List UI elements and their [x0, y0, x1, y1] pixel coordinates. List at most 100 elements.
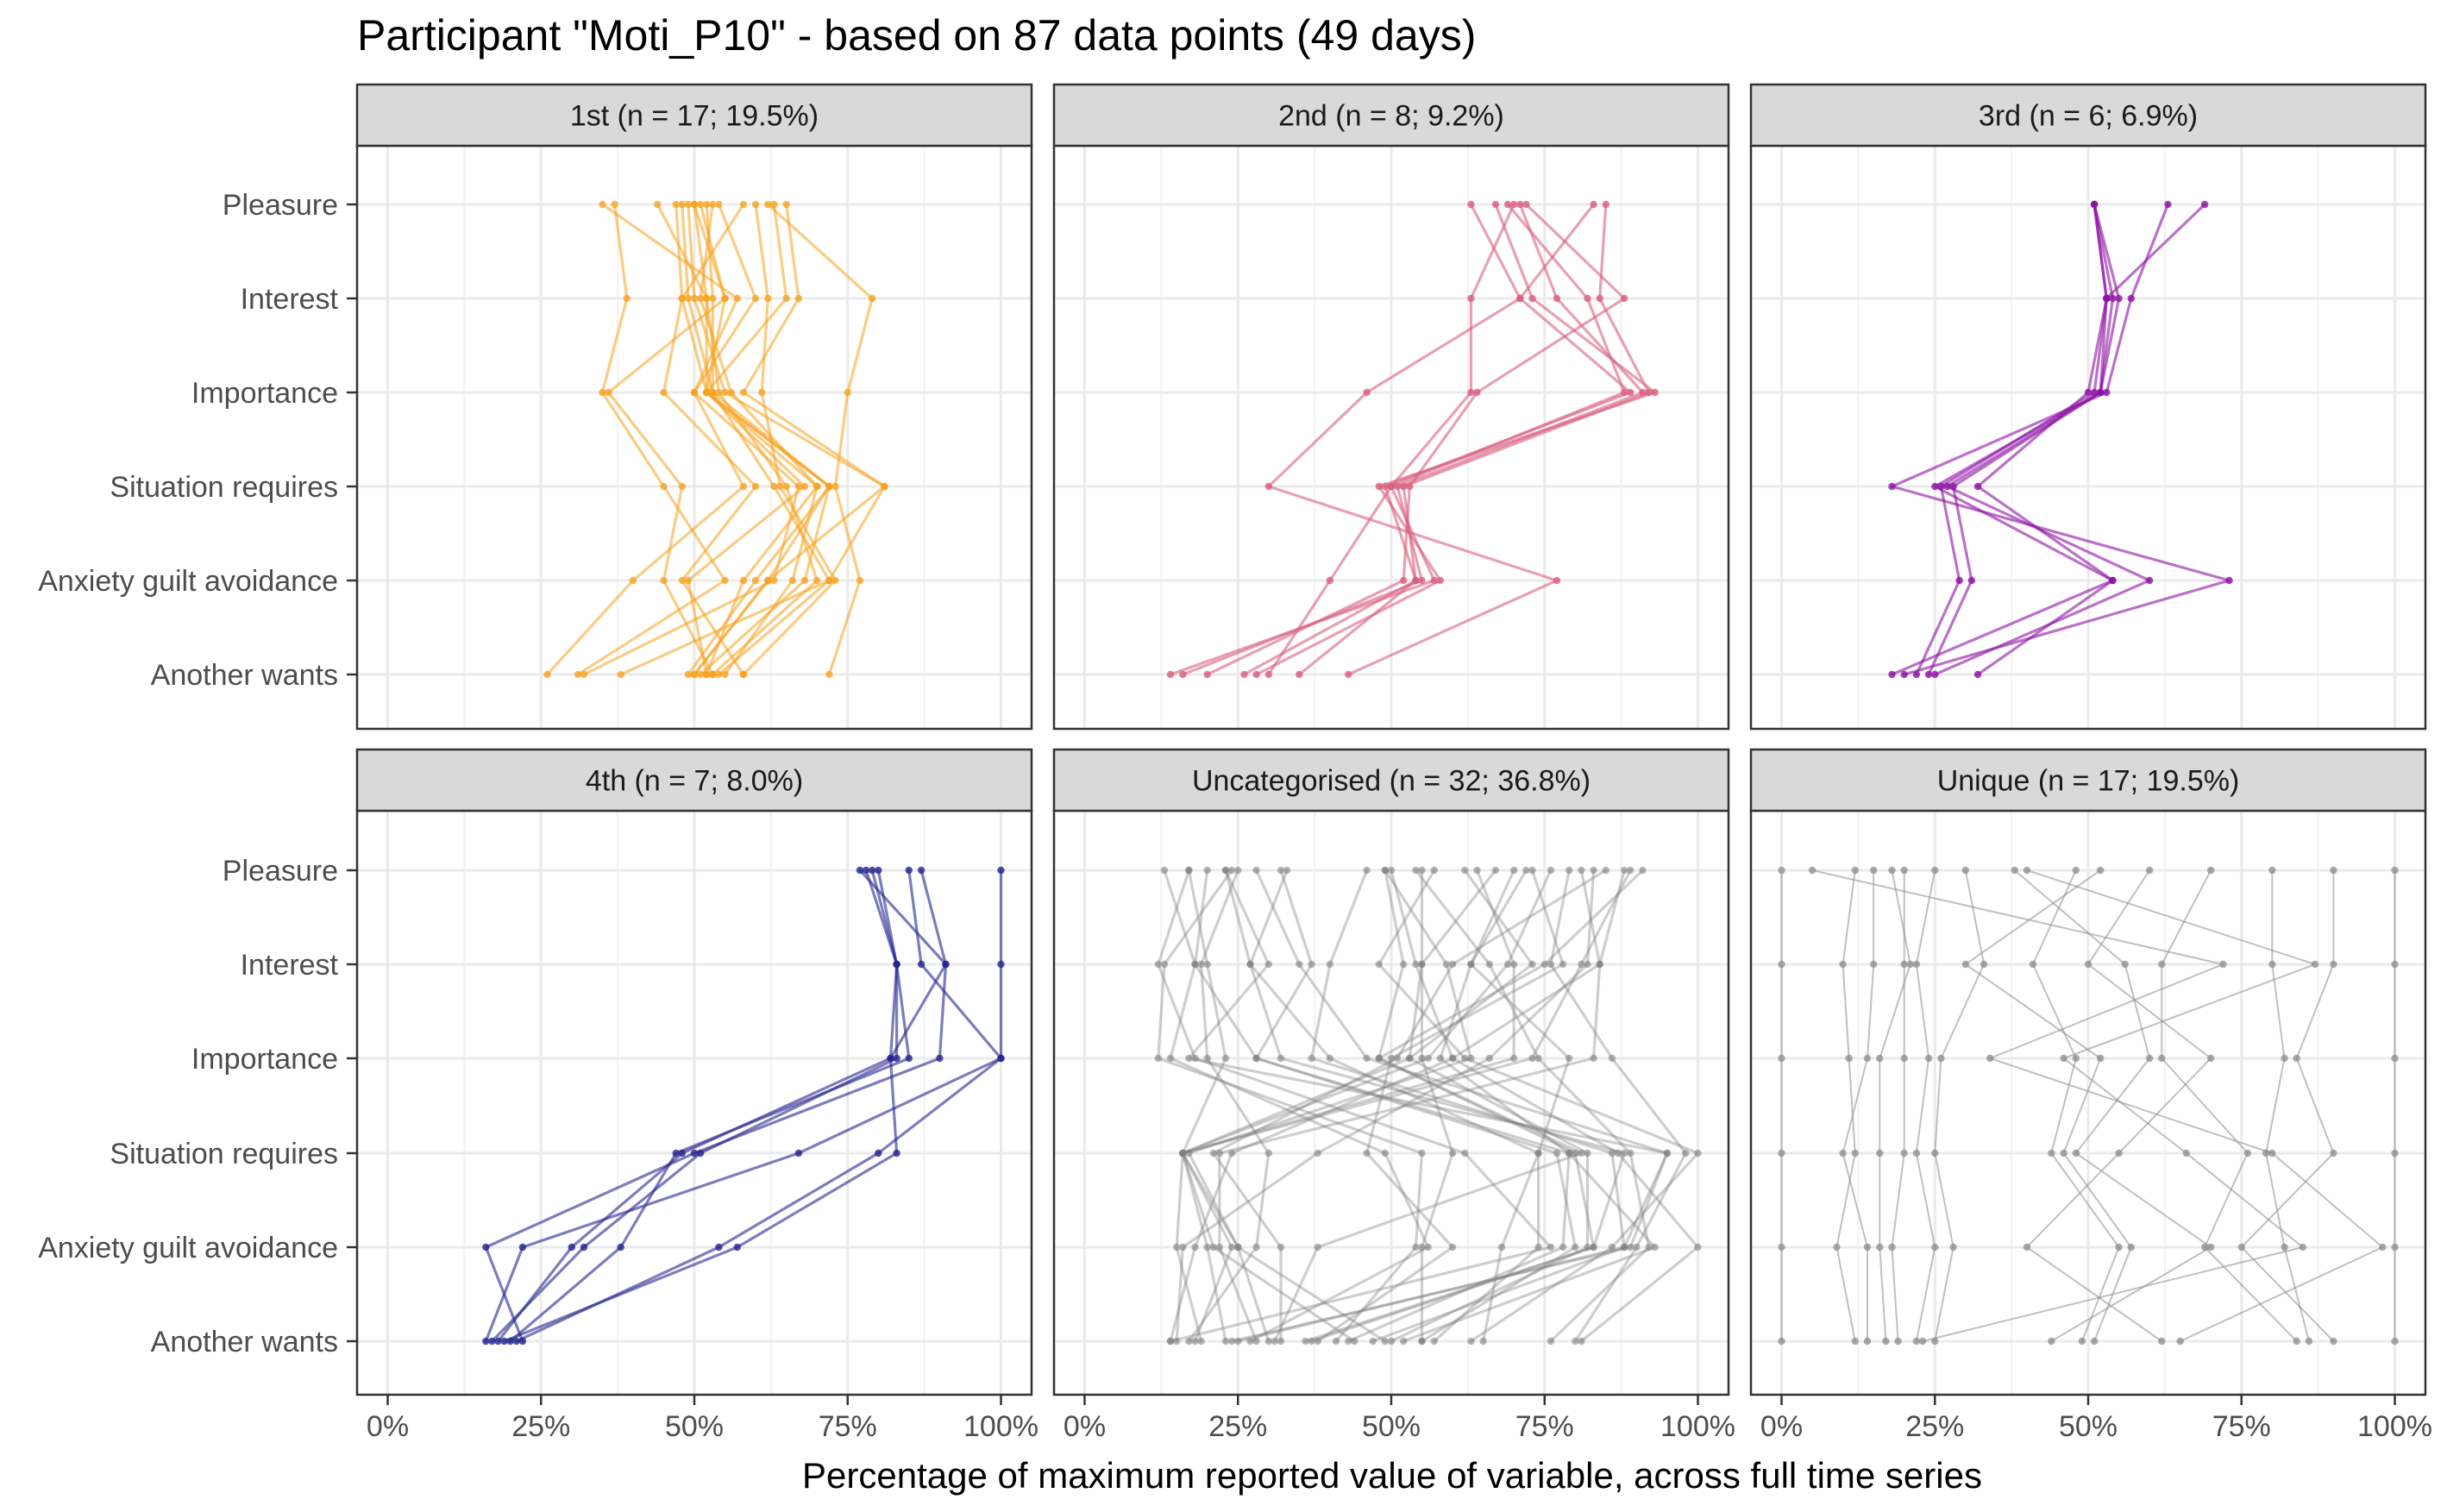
data-point	[733, 294, 741, 303]
data-point	[1277, 1243, 1285, 1252]
data-point	[1246, 1337, 1254, 1346]
data-point	[1173, 1243, 1181, 1252]
data-point	[1510, 960, 1518, 969]
data-point	[1572, 1149, 1579, 1158]
data-point	[1590, 200, 1597, 209]
data-point	[758, 388, 766, 397]
x-tick-label: 100%	[963, 1410, 1038, 1443]
series-line	[484, 869, 1003, 1343]
data-point	[1870, 960, 1878, 969]
data-point	[1283, 866, 1291, 875]
series-line	[1377, 869, 1700, 1343]
data-point	[1590, 1243, 1597, 1252]
series-line	[1236, 869, 1669, 1343]
data-point	[1264, 960, 1273, 969]
data-point	[1633, 1243, 1641, 1252]
series-line	[606, 203, 727, 676]
data-point	[2207, 1243, 2215, 1252]
data-point	[1191, 1243, 1199, 1252]
data-point	[1584, 1243, 1591, 1252]
data-point	[2103, 294, 2111, 303]
data-point	[1412, 866, 1420, 875]
series-line	[1218, 869, 1626, 1343]
data-point	[690, 294, 699, 303]
x-tick-label: 25%	[511, 1410, 570, 1443]
data-point	[1839, 1149, 1847, 1158]
data-point	[1894, 1337, 1902, 1346]
data-point	[751, 200, 760, 209]
data-point	[1154, 1054, 1163, 1063]
series-line	[1890, 203, 2206, 676]
data-point	[1308, 960, 1315, 969]
facet-strip-label: 1st (n = 17; 19.5%)	[570, 100, 819, 133]
data-point	[1863, 1243, 1872, 1252]
data-point	[2103, 388, 2111, 397]
data-point	[794, 1149, 803, 1158]
data-point	[2379, 1243, 2387, 1252]
series-line	[1187, 869, 1271, 1343]
data-point	[1363, 866, 1371, 875]
data-point	[1553, 1149, 1561, 1158]
data-point	[1596, 960, 1603, 969]
data-point	[580, 670, 588, 679]
series-line	[699, 203, 819, 676]
series-line	[1469, 869, 1571, 1343]
data-point	[2145, 1054, 2154, 1063]
data-point	[2311, 960, 2319, 969]
data-point	[1436, 576, 1445, 585]
data-point	[825, 576, 833, 585]
data-point	[1621, 1149, 1628, 1158]
data-point	[1510, 200, 1518, 209]
data-point	[2330, 960, 2337, 969]
series-line	[766, 203, 874, 676]
data-point	[1191, 1337, 1199, 1346]
data-point	[813, 576, 821, 585]
data-point	[1393, 1054, 1402, 1063]
data-point	[788, 576, 796, 585]
data-point	[1870, 866, 1878, 875]
data-point	[2158, 960, 2166, 969]
data-point	[660, 482, 668, 491]
data-point	[1442, 960, 1451, 969]
data-point	[1627, 1149, 1634, 1158]
facet-strip	[1052, 83, 1730, 147]
data-point	[2115, 294, 2123, 303]
series-line	[1414, 869, 1651, 1343]
data-point	[690, 670, 699, 679]
data-point	[1406, 1054, 1414, 1063]
data-point	[2060, 1149, 2067, 1158]
data-point	[1234, 866, 1242, 875]
x-tick-label: 0%	[1064, 1410, 1106, 1443]
series-line	[1835, 869, 1856, 1342]
data-point	[1203, 960, 1211, 969]
data-point	[1876, 1054, 1884, 1063]
series-line	[1297, 203, 1651, 676]
data-point	[1381, 1337, 1390, 1346]
y-tick-label: Interest	[241, 949, 339, 982]
series-line	[705, 203, 831, 676]
y-tick-label: Situation requires	[110, 1138, 338, 1170]
data-point	[1326, 960, 1334, 969]
data-point	[2243, 1149, 2252, 1158]
data-point	[751, 294, 760, 303]
data-point	[1197, 1337, 1205, 1346]
data-point	[1621, 294, 1628, 303]
data-point	[2391, 866, 2399, 875]
data-point	[1227, 1337, 1236, 1346]
data-point	[905, 866, 913, 875]
data-point	[2109, 576, 2117, 585]
data-point	[2268, 1149, 2276, 1158]
data-point	[1467, 960, 1475, 969]
data-point	[1277, 1054, 1285, 1063]
data-point	[1430, 866, 1439, 875]
data-point	[1234, 1337, 1242, 1346]
data-point	[1369, 1337, 1377, 1346]
data-point	[1197, 960, 1205, 969]
data-point	[1191, 960, 1199, 969]
data-point	[1540, 960, 1549, 969]
x-tick-label: 100%	[2357, 1410, 2432, 1443]
data-point	[2330, 1337, 2337, 1346]
data-point	[605, 388, 612, 397]
data-point	[568, 1243, 575, 1252]
